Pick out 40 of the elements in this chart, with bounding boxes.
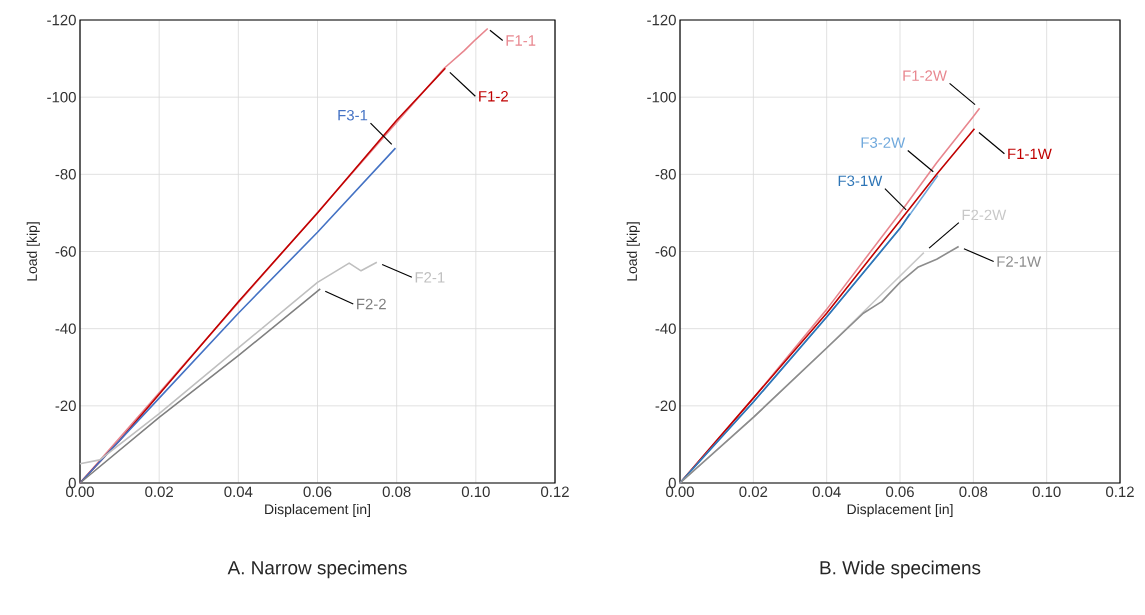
text: F2-1 [415, 272, 445, 283]
text: F2-1W [997, 256, 1042, 267]
y-tick-label: -20 [655, 400, 676, 412]
y-tick-label: -60 [55, 246, 76, 257]
x-axis-title: Displacement [in] [847, 503, 953, 517]
x-axis-title: Displacement [in] [265, 503, 370, 517]
text: F3-2W [861, 137, 906, 148]
text: F2-2 [357, 298, 386, 310]
x-tick-label: 0.08 [382, 486, 411, 498]
x-tick-label: 0.12 [1106, 486, 1134, 498]
series-label: F1-1 [506, 35, 536, 46]
x-tick-label: 0.10 [1032, 486, 1061, 498]
text: F1-1W [1008, 148, 1052, 159]
x-tick-label: 0.10 [461, 486, 490, 498]
x-tick-label: 0.04 [812, 486, 841, 498]
y-tick-label: -100 [47, 91, 76, 103]
x-tick-label: 0.02 [145, 486, 173, 498]
x-tick-label: 0.08 [959, 486, 988, 498]
y-axis-title: Load [kip] [626, 222, 640, 281]
y-tick-label: -120 [647, 14, 676, 26]
y-tick-label: -80 [655, 169, 676, 180]
y-tick-label: -120 [47, 14, 76, 26]
x-tick-label: 0.04 [224, 486, 253, 498]
y-tick-label: -40 [55, 323, 76, 334]
text: B. Wide specimens [820, 560, 981, 579]
y-tick-label: -80 [55, 169, 76, 180]
x-tick-label: 0.06 [303, 486, 332, 498]
text: F1-2 [479, 91, 508, 102]
y-tick-label: -60 [655, 246, 676, 257]
text: A. Narrow specimens [227, 560, 407, 579]
text: F3-1 [338, 109, 368, 121]
y-axis-title: Load [kip] [26, 222, 40, 281]
y-tick-label: -40 [655, 323, 676, 334]
x-tick-label: 0.06 [886, 486, 914, 498]
text: F1-2W [903, 70, 947, 81]
x-tick-label: 0.02 [739, 486, 768, 498]
x-tick-label: 0.12 [541, 486, 569, 498]
text: F3-1W [838, 175, 883, 187]
y-tick-label: -100 [647, 91, 676, 103]
y-tick-label: -20 [55, 400, 76, 412]
